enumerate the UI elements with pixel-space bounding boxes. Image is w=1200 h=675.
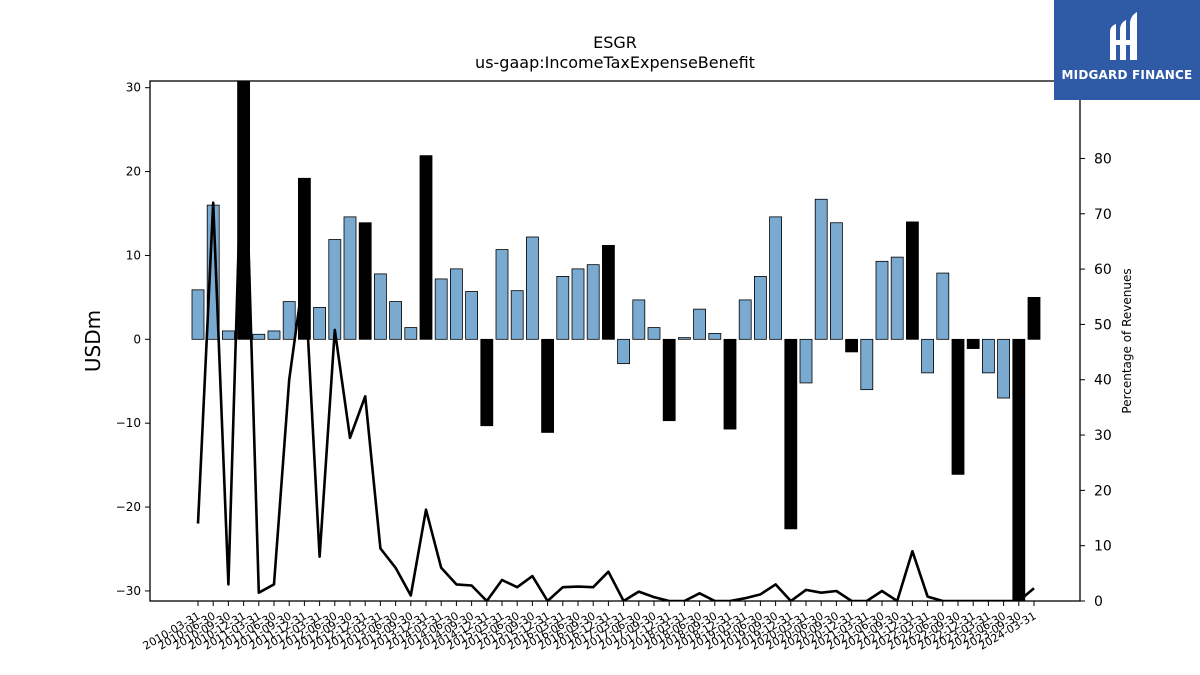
y-tick-label-left: 10 [126, 248, 141, 262]
y-tick-label-left: 30 [126, 81, 141, 95]
series-line [196, 81, 1035, 601]
bar [556, 276, 570, 340]
bar [693, 308, 706, 340]
chart-subtitle: us-gaap:IncomeTaxExpenseBenefit [475, 53, 755, 72]
bar [404, 327, 418, 340]
bar [252, 333, 266, 340]
bar [678, 337, 691, 340]
bar [647, 327, 661, 340]
bar [541, 338, 554, 433]
bar [890, 256, 904, 340]
y-tick-label-left: −20 [116, 500, 141, 514]
bar [313, 307, 327, 340]
bar [936, 272, 950, 340]
y-tick-label-right: 20 [1094, 483, 1112, 499]
bar [754, 276, 767, 340]
bar [738, 299, 752, 340]
plot-frame [149, 80, 1081, 602]
y-tick-label-right: 40 [1094, 373, 1112, 389]
bar [328, 239, 342, 340]
bar [921, 338, 934, 374]
y-tick-label-right: 70 [1094, 207, 1112, 223]
brand-mark-icon [1110, 12, 1137, 60]
brand-logo: MIDGARD FINANCE [1054, 0, 1200, 100]
bar [723, 338, 737, 430]
y-tick-label-left: 20 [126, 165, 141, 179]
bar [465, 291, 479, 340]
bar [845, 338, 858, 353]
bar [632, 299, 646, 340]
bar [966, 338, 980, 349]
bar [951, 338, 965, 475]
bar [571, 268, 585, 340]
bar [602, 244, 615, 340]
bar [282, 301, 296, 340]
bar [784, 338, 798, 530]
bar [586, 264, 600, 340]
bar [358, 222, 372, 340]
bar [617, 338, 630, 365]
chart-title: ESGR [593, 33, 637, 52]
y-tick-label-left: −10 [116, 416, 141, 430]
bar [221, 330, 235, 340]
bar [814, 198, 828, 340]
bar [875, 260, 889, 340]
bar [510, 290, 524, 340]
y-tick-label-right: 80 [1094, 151, 1112, 167]
y-tick-label-right: 30 [1094, 428, 1112, 444]
y-axis-label-right: Percentage of Revenues [1120, 268, 1134, 413]
bar [343, 216, 357, 340]
bar [906, 221, 919, 340]
bar [449, 268, 463, 340]
bar [373, 273, 387, 340]
bar [830, 222, 843, 340]
plot-area: −30−20−100102030010203040506070802010-03… [116, 80, 1112, 653]
bar [1027, 296, 1041, 340]
bar [191, 289, 205, 340]
bar [526, 236, 539, 340]
y-tick-label-left: −30 [116, 584, 141, 598]
bar [434, 278, 448, 340]
bar [297, 177, 311, 340]
brand-name: MIDGARD FINANCE [1061, 68, 1193, 82]
bar [997, 338, 1010, 399]
bar [662, 338, 676, 422]
bar [419, 155, 433, 340]
bar [769, 216, 782, 340]
bar [799, 338, 813, 384]
y-tick-label-right: 10 [1094, 539, 1112, 555]
bar [495, 249, 509, 340]
y-tick-label-right: 50 [1094, 317, 1112, 333]
bar [1012, 338, 1026, 602]
bar [480, 338, 494, 427]
bar [708, 333, 722, 340]
y-tick-label-right: 0 [1094, 594, 1103, 610]
y-tick-label-left: 0 [133, 332, 141, 346]
bar [267, 330, 281, 340]
y-tick-label-right: 60 [1094, 262, 1112, 278]
bar [860, 338, 874, 391]
bar [389, 301, 403, 340]
y-axis-label-left: USDm [81, 310, 105, 372]
bar [982, 338, 995, 374]
